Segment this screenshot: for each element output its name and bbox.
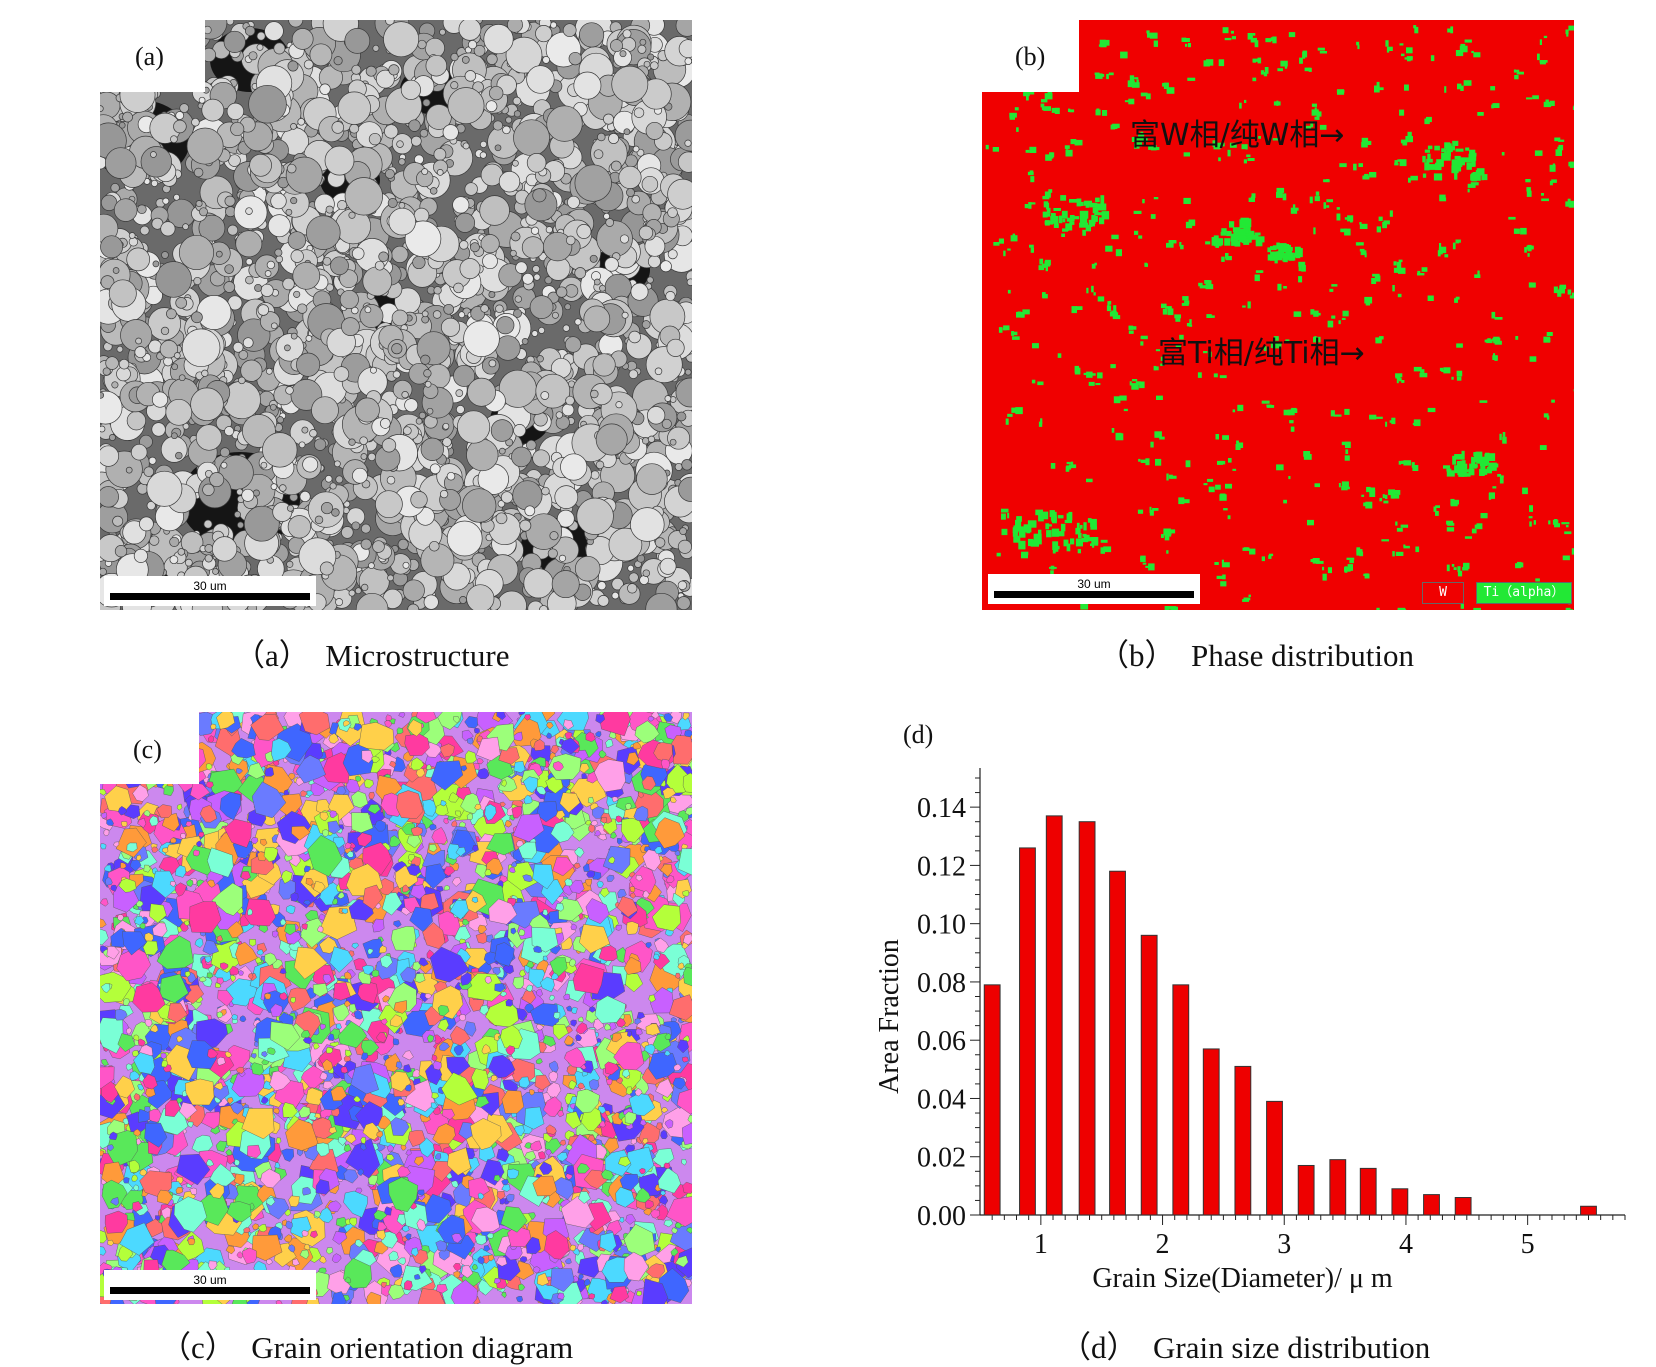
bar <box>1110 871 1126 1215</box>
annotation-w-phase: 富W相/纯W相→ <box>1130 110 1345 154</box>
scale-bar-c: 30 um <box>104 1270 316 1300</box>
bar <box>1392 1189 1408 1215</box>
panel-tag-c: (c) <box>133 735 162 765</box>
caption-a: （a） Microstructure <box>234 630 509 675</box>
caption-c: （c） Grain orientation diagram <box>160 1322 573 1367</box>
scale-label-b: 30 um <box>988 577 1200 591</box>
bar <box>1079 822 1095 1215</box>
caption-d: （d） Grain size distribution <box>1060 1322 1430 1367</box>
y-axis-label: Area Fraction <box>874 939 905 1094</box>
y-tick-label: 0.14 <box>917 793 966 824</box>
x-tick-label: 2 <box>1156 1229 1170 1260</box>
y-tick-label: 0.06 <box>917 1026 966 1057</box>
bar <box>1173 985 1189 1215</box>
bar <box>1424 1195 1440 1215</box>
y-tick-label: 0.12 <box>917 851 966 882</box>
panel-tag-b: (b) <box>1015 42 1045 72</box>
y-tick-label: 0.08 <box>917 968 966 999</box>
x-tick-label: 5 <box>1521 1229 1535 1260</box>
microstructure-image: 30 um <box>100 20 692 610</box>
bar <box>1267 1101 1283 1215</box>
bar <box>1203 1049 1219 1215</box>
scale-bar-a: 30 um <box>104 576 316 606</box>
scale-label-c: 30 um <box>104 1273 316 1287</box>
bars <box>984 816 1596 1215</box>
bar <box>1455 1198 1471 1215</box>
bar <box>1141 935 1157 1215</box>
x-tick-label: 1 <box>1034 1229 1048 1260</box>
bar <box>1020 848 1036 1215</box>
y-tick-label: 0.02 <box>917 1143 966 1174</box>
bar <box>1581 1206 1597 1215</box>
panel-tag-a: (a) <box>135 42 164 72</box>
panel-tag-d: (d) <box>903 720 933 750</box>
bar <box>1046 816 1062 1215</box>
x-tick-label: 3 <box>1277 1229 1291 1260</box>
annotation-ti-phase: 富Ti相/纯Ti相→ <box>1158 328 1365 372</box>
scale-line-c <box>110 1287 310 1294</box>
scale-line-b <box>994 591 1194 598</box>
bar <box>1360 1168 1376 1215</box>
legend-w: W <box>1422 582 1464 604</box>
scale-label-a: 30 um <box>104 579 316 593</box>
x-tick-label: 4 <box>1399 1229 1413 1260</box>
caption-b: （b） Phase distribution <box>1098 630 1414 675</box>
bar <box>984 985 1000 1215</box>
bar <box>1330 1160 1346 1215</box>
legend-ti: Ti（alpha） <box>1476 582 1572 604</box>
phase-map-canvas <box>982 20 1574 610</box>
y-tick-label: 0.00 <box>917 1201 966 1232</box>
orientation-canvas <box>100 712 692 1304</box>
bar <box>1235 1066 1251 1215</box>
grain-size-chart: 1 2 3 4 5 0.00 0.02 0.04 0.06 0.08 0.10 0.12 0.14 Gra… <box>870 760 1630 1300</box>
y-tick-label: 0.10 <box>917 910 966 941</box>
x-axis-label: Grain Size(Diameter)/ μ m <box>1092 1263 1393 1294</box>
bar <box>1298 1165 1314 1215</box>
grain-orientation-map: 30 um <box>100 712 692 1304</box>
scale-line-a <box>110 593 310 600</box>
y-tick-label: 0.04 <box>917 1084 966 1115</box>
sem-micrograph <box>100 20 692 610</box>
scale-bar-b: 30 um <box>988 574 1200 604</box>
phase-map: 30 um W Ti（alpha） <box>982 20 1574 610</box>
